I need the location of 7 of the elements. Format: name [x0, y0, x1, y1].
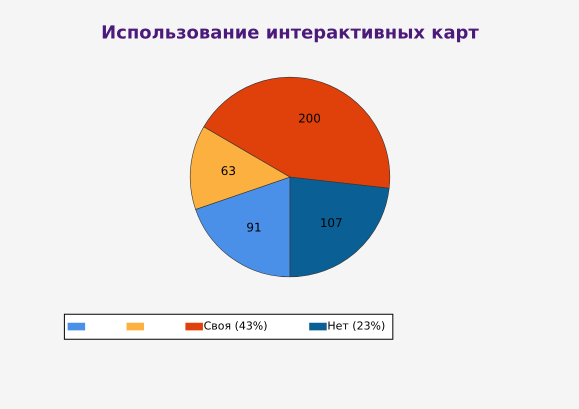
data-label: 63: [220, 164, 236, 178]
data-label: 107: [320, 216, 343, 230]
legend-label: Своя (43%): [204, 320, 268, 333]
chart-title: Использование интерактивных карт: [101, 22, 480, 44]
data-label: 91: [246, 220, 262, 234]
data-label: 200: [298, 111, 321, 126]
legend-label: Нет (23%): [327, 320, 386, 333]
